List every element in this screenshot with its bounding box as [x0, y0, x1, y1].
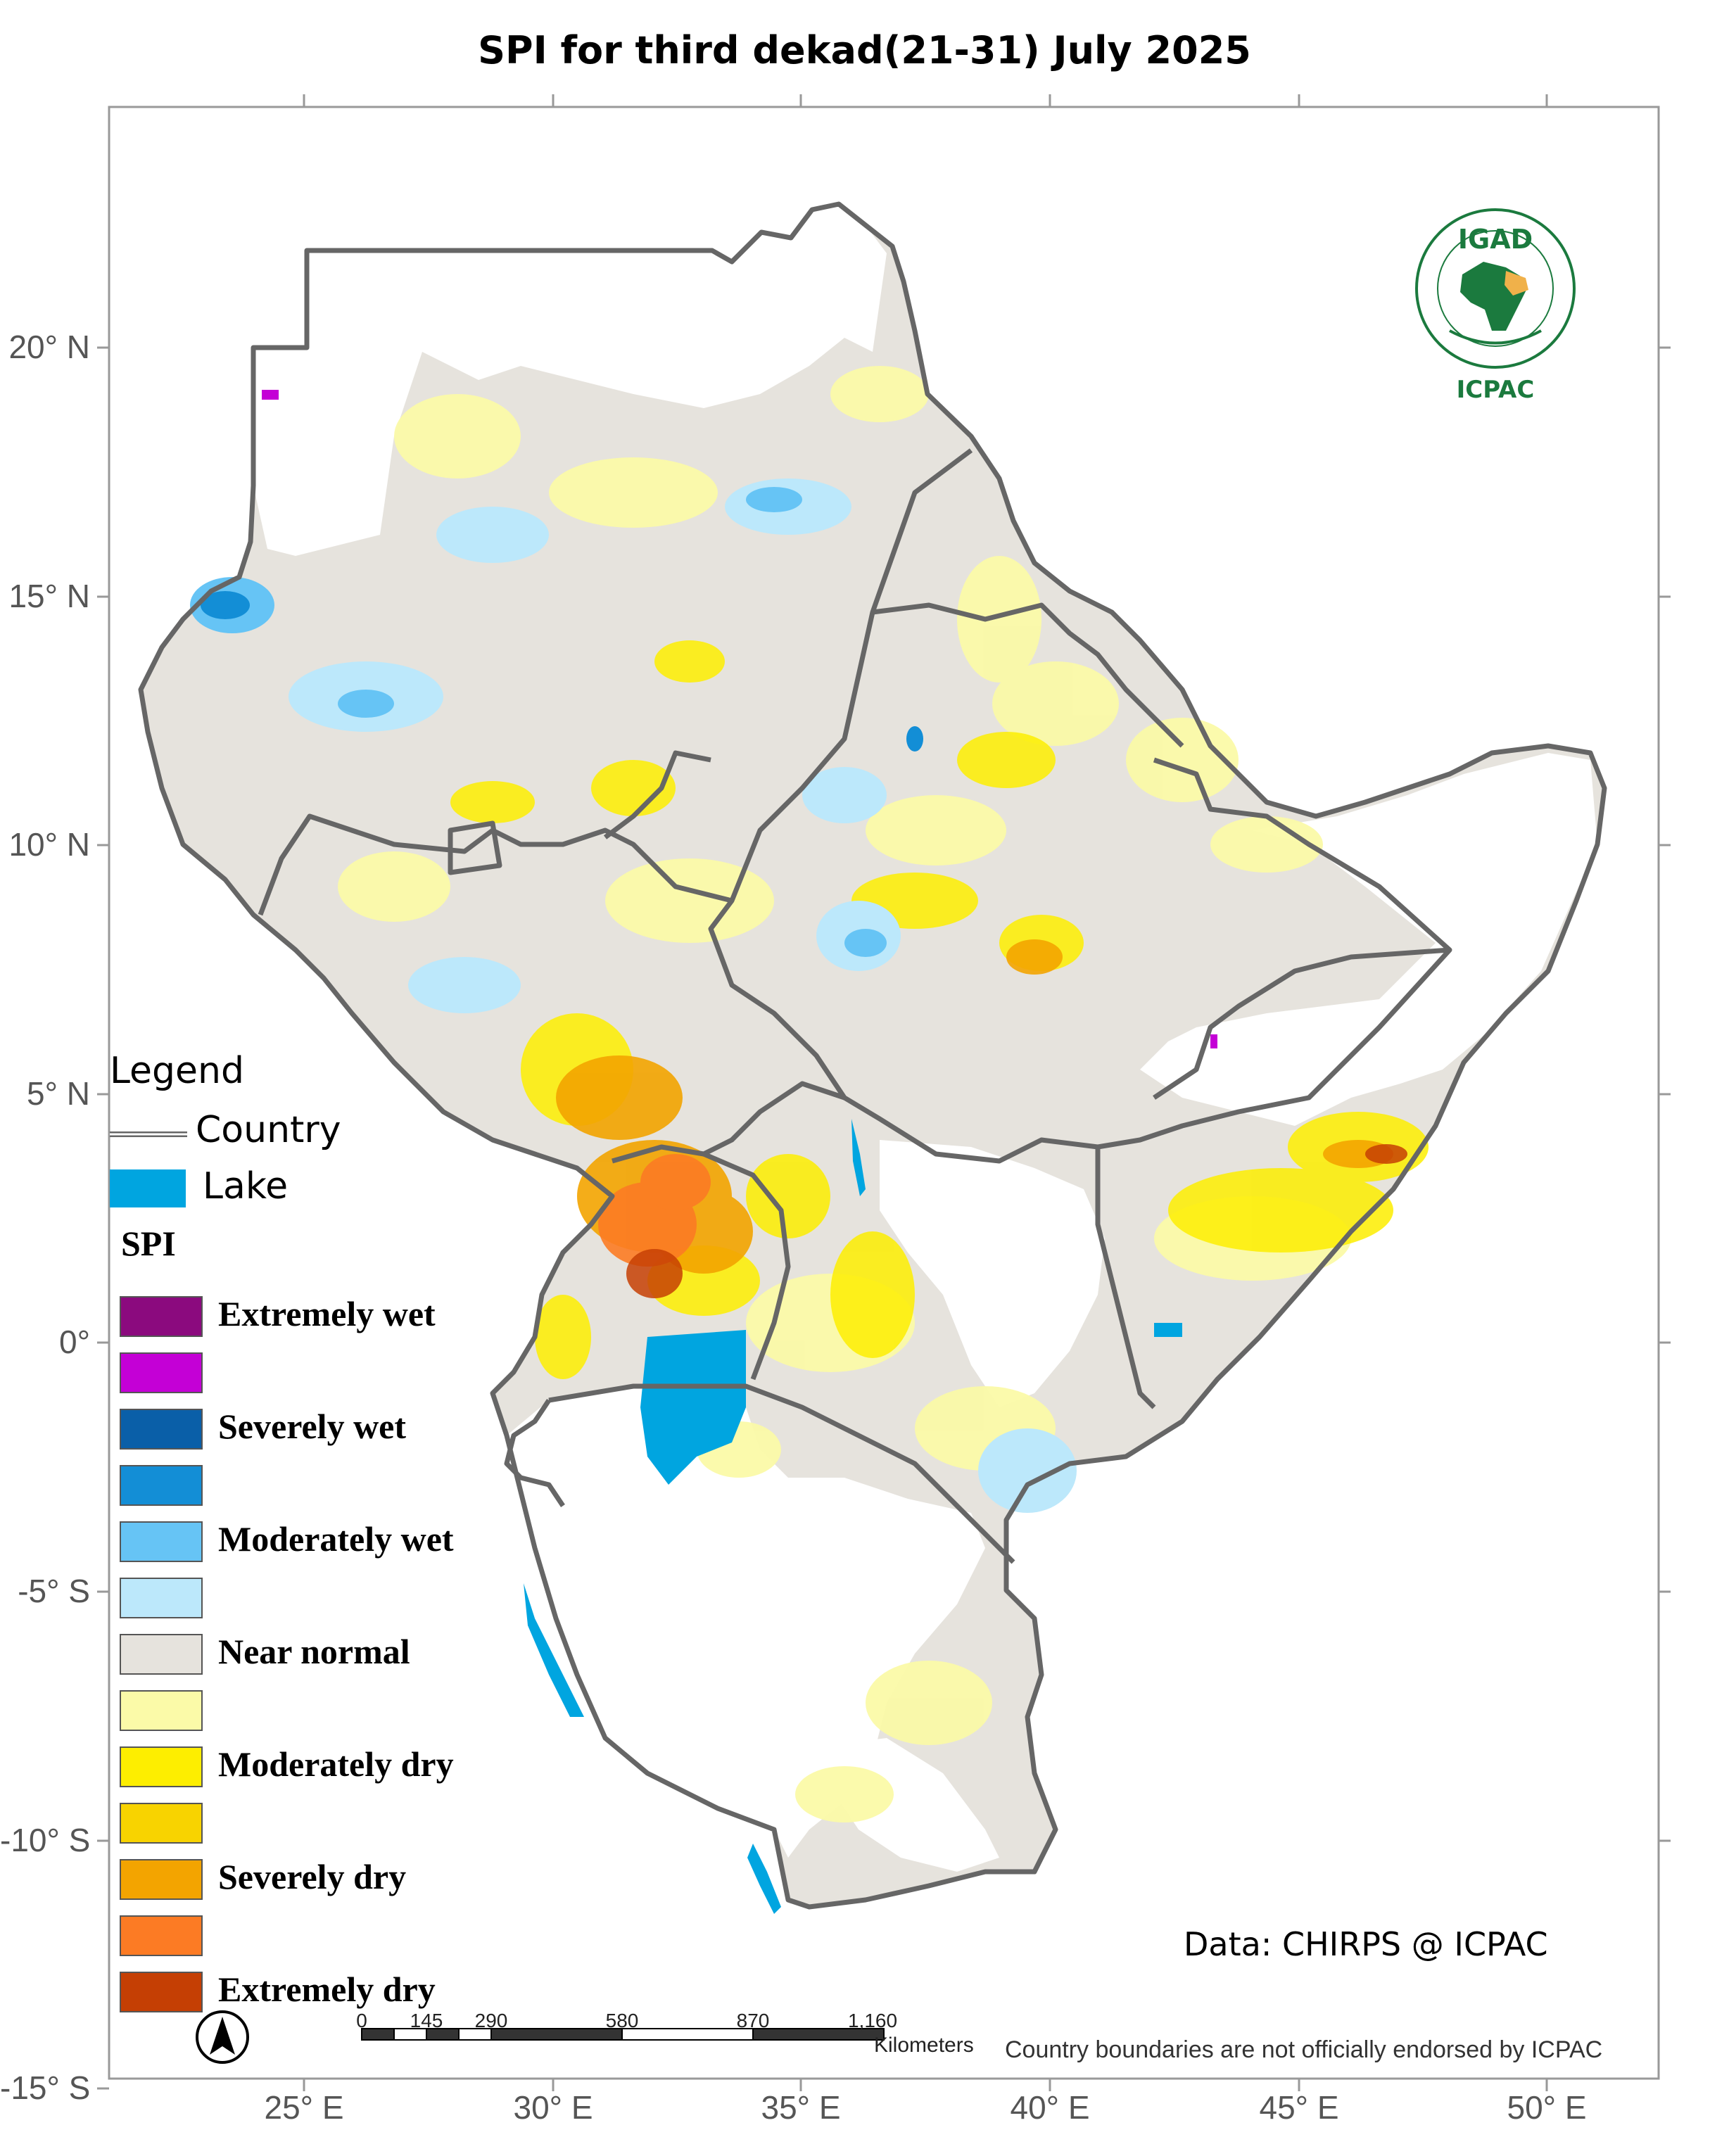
spi-swatch: [120, 1634, 203, 1675]
boundary-disclaimer: Country boundaries are not officially en…: [1005, 2036, 1603, 2063]
north-arrow-icon: [196, 2010, 249, 2064]
spi-swatch: [120, 1859, 203, 1900]
spi-swatch: [120, 1296, 203, 1337]
scale-unit-label: Kilometers: [874, 2034, 974, 2057]
map-title: SPI for third dekad(21-31) July 2025: [478, 28, 1251, 72]
country-line-icon: [110, 1131, 187, 1137]
country-boundaries: [138, 201, 1607, 1910]
spi-orange-dry-patches: [598, 1154, 711, 1267]
region-near-normal-base: [141, 204, 1604, 1907]
lon-label: 30° E: [513, 2089, 593, 2126]
spi-swatch: [120, 1521, 203, 1562]
lat-label: 15° N: [8, 578, 90, 614]
spi-swatch: [120, 1352, 203, 1393]
spi-light-wet-patches: [289, 478, 1077, 1513]
spi-swatch: [120, 1803, 203, 1844]
spi-legend-title: SPI: [121, 1224, 176, 1263]
lon-label: 50° E: [1507, 2089, 1587, 2126]
spi-swatch: [120, 1972, 203, 2012]
spi-swatch: [120, 1746, 203, 1787]
lake-swatch: [110, 1169, 186, 1207]
logo-icpac-text: ICPAC: [1456, 376, 1535, 404]
spi-class-label: Extremely dry: [218, 1970, 436, 2009]
lat-label: 0°: [59, 1324, 90, 1360]
scale-bar: [361, 2028, 885, 2041]
scale-tick-label: 145: [410, 2010, 443, 2031]
spi-swatch: [120, 1690, 203, 1731]
spi-class-label: Extremely wet: [218, 1294, 436, 1333]
scale-tick-label: 290: [474, 2010, 508, 2031]
spi-class-label: Moderately dry: [218, 1744, 454, 1784]
spi-extremely-dry-patches: [626, 1144, 1407, 1298]
lat-label: -15° S: [0, 2069, 91, 2106]
lat-label: -10° S: [0, 1822, 91, 1858]
legend-country-label: Country: [196, 1109, 341, 1151]
spi-class-label: Moderately wet: [218, 1519, 454, 1559]
legend-title: Legend: [110, 1050, 245, 1092]
spi-class-label: Near normal: [218, 1632, 410, 1671]
spi-swatch: [120, 1465, 203, 1506]
scale-tick-label: 580: [605, 2010, 639, 2031]
scale-tick-label: 1,160: [847, 2010, 898, 2031]
map-frame: [108, 106, 1660, 2080]
data-credit: Data: CHIRPS @ ICPAC: [1184, 1925, 1548, 1963]
legend-lake-label: Lake: [203, 1165, 289, 1207]
region-no-data: [253, 204, 1597, 1872]
spi-wet-patches: [201, 591, 923, 752]
spi-class-label: Severely dry: [218, 1857, 407, 1896]
lat-label: -5° S: [18, 1573, 90, 1609]
scale-tick-label: 0: [356, 2010, 367, 2031]
spi-swatch: [120, 1409, 203, 1450]
spi-class-label: Severely wet: [218, 1407, 407, 1446]
scale-tick-label: 870: [736, 2010, 770, 2031]
longitude-ticks: [303, 94, 1548, 2091]
lon-label: 40° E: [1010, 2089, 1090, 2126]
lon-label: 45° E: [1259, 2089, 1339, 2126]
logo-igad-text: IGAD: [1457, 224, 1533, 255]
igad-logo-emblem: [1415, 208, 1576, 369]
latitude-ticks: [97, 346, 1671, 2090]
spi-swatch: [120, 1578, 203, 1618]
lat-label: 5° N: [27, 1075, 90, 1112]
lat-label: 10° N: [8, 826, 90, 863]
spi-very-wet-patches: [262, 390, 1217, 1048]
lon-label: 25° E: [264, 2089, 344, 2126]
lakes: [524, 1119, 1182, 1914]
spi-swatch: [120, 1915, 203, 1956]
lat-label: 20° N: [8, 329, 90, 365]
lon-label: 35° E: [761, 2089, 841, 2126]
